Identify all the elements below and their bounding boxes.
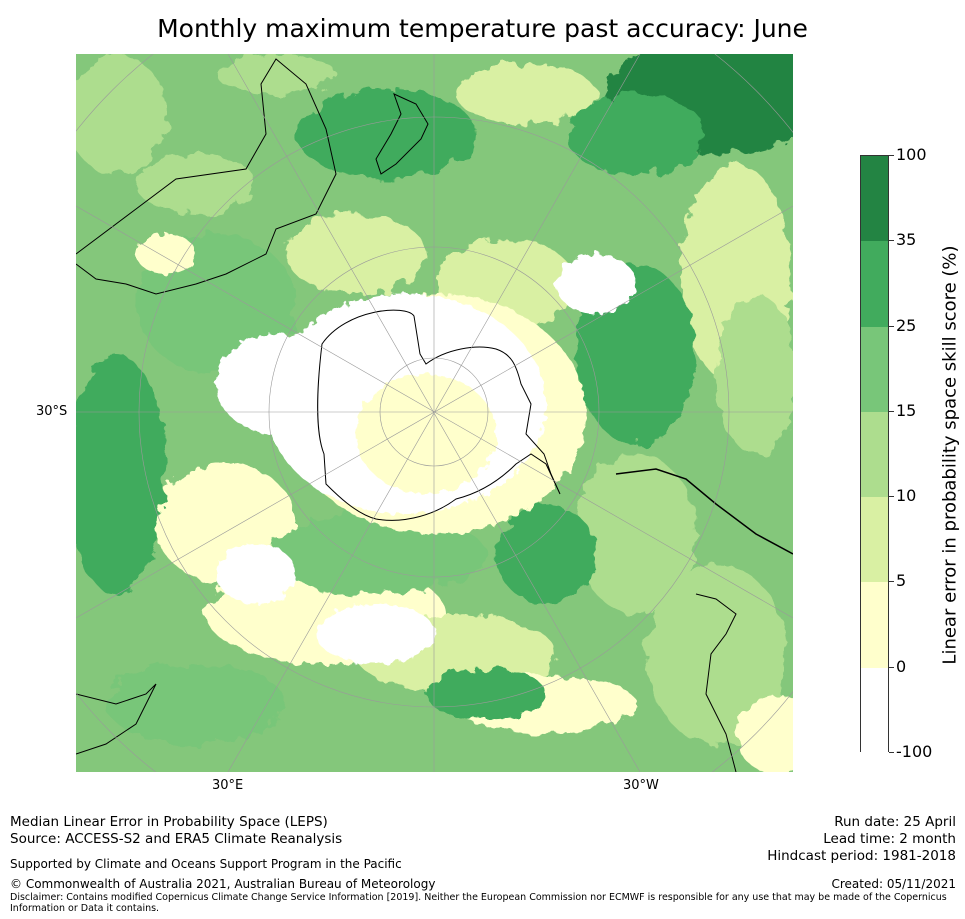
footer-left-line1: Median Linear Error in Probability Space… (10, 814, 328, 830)
colorbar (860, 155, 889, 754)
footer-run-info: Run date: 25 April Lead time: 2 month Hi… (767, 814, 956, 865)
lon-label-30w: 30°W (623, 778, 659, 793)
footer-left-line2: Source: ACCESS-S2 and ERA5 Climate Reana… (10, 831, 343, 847)
colorbar-tick-label: 0 (896, 656, 907, 676)
colorbar-segment (861, 156, 888, 242)
colorbar-tick-label: 100 (896, 145, 927, 164)
footer-created: Created: 05/11/2021 (831, 877, 956, 891)
colorbar-tick-mark (889, 496, 894, 498)
colorbar-tick-mark (889, 752, 894, 753)
map-canvas (76, 54, 793, 772)
colorbar-label: Linear error in probability space skill … (939, 245, 961, 665)
australia-coastline (76, 58, 337, 295)
colorbar-segment (861, 667, 888, 754)
colorbar-tick-label: -100 (896, 742, 933, 761)
colorbar-tick-mark (889, 410, 894, 412)
colorbar-segment (861, 411, 888, 498)
antarctica-coastline (317, 309, 561, 521)
new-zealand-coastline (375, 93, 429, 175)
colorbar-tick-label: 10 (896, 486, 917, 506)
colorbar-tick-mark (889, 155, 894, 156)
footer-hindcast: Hindcast period: 1981-2018 (767, 848, 956, 864)
colorbar-tick-label: 35 (896, 230, 917, 250)
colorbar-tick-label: 5 (896, 571, 907, 591)
lon-label-30e: 30°E (212, 778, 244, 793)
colorbar-tick-mark (889, 240, 894, 242)
graticule (76, 54, 793, 772)
footer-run-date: Run date: 25 April (834, 814, 956, 830)
footer-leps: Median Linear Error in Probability Space… (10, 814, 342, 848)
chart-title: Monthly maximum temperature past accurac… (157, 14, 808, 43)
colorbar-segment (861, 497, 888, 583)
footer-support: Supported by Climate and Oceans Support … (10, 857, 402, 871)
skill-patches-fine (136, 234, 636, 664)
colorbar-tick-mark (889, 666, 894, 668)
footer-copyright: © Commonwealth of Australia 2021, Austra… (10, 877, 436, 891)
polar-map (76, 54, 793, 772)
colorbar-segment (861, 326, 888, 413)
colorbar-tick-label: 15 (896, 400, 917, 420)
footer-lead-time: Lead time: 2 month (823, 831, 956, 847)
colorbar-tick-label: 25 (896, 315, 917, 335)
lat-label-30s: 30°S (36, 404, 68, 419)
colorbar-tick-mark (889, 325, 894, 327)
colorbar-segment (861, 241, 888, 328)
south-america-coastline (615, 468, 793, 555)
colorbar-tick-mark (889, 581, 894, 583)
south-america-west-coastline (695, 593, 737, 772)
footer-disclaimer: Disclaimer: Contains modified Copernicus… (10, 892, 947, 914)
colorbar-segment (861, 582, 888, 669)
africa-coastline (76, 683, 157, 755)
